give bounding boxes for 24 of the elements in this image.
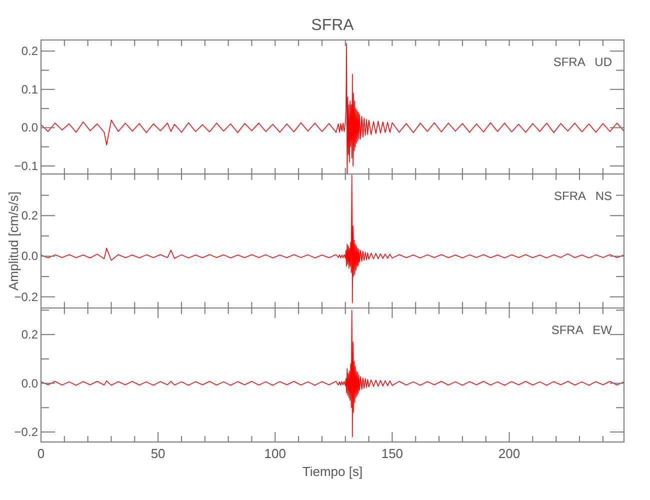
annotation: SFRA NS <box>554 189 612 203</box>
y-tick-label: 0.0 <box>21 376 38 390</box>
x-tick-label: 50 <box>150 446 166 461</box>
x-tick-label: 100 <box>264 446 286 461</box>
line-series <box>40 310 624 438</box>
x-tick-label: 150 <box>381 446 404 461</box>
x-tick-label: 200 <box>498 446 520 461</box>
annotation: SFRA EW <box>551 323 613 337</box>
y-tick-label: 0.2 <box>21 208 38 223</box>
x-axis-title: Tiempo [s] <box>302 464 363 479</box>
line-series <box>40 174 624 304</box>
y-tick-label: 0.2 <box>21 44 38 58</box>
y-tick-label: 0.1 <box>21 82 38 96</box>
x-tick-label: 0 <box>37 446 45 461</box>
y-tick-label: −0.2 <box>14 425 38 440</box>
line-series <box>40 43 624 174</box>
y-tick-label: 0.0 <box>21 120 38 135</box>
annotation: SFRA UD <box>553 55 612 69</box>
chart-title: SFRA <box>311 17 354 34</box>
y-tick-label: −0.2 <box>14 290 38 304</box>
y-tick-label: −0.1 <box>14 158 38 173</box>
y-tick-label: 0.0 <box>21 249 38 264</box>
y-tick-label: 0.2 <box>21 328 38 342</box>
y-axis-title: Amplitud [cm/s/s] <box>6 192 21 290</box>
